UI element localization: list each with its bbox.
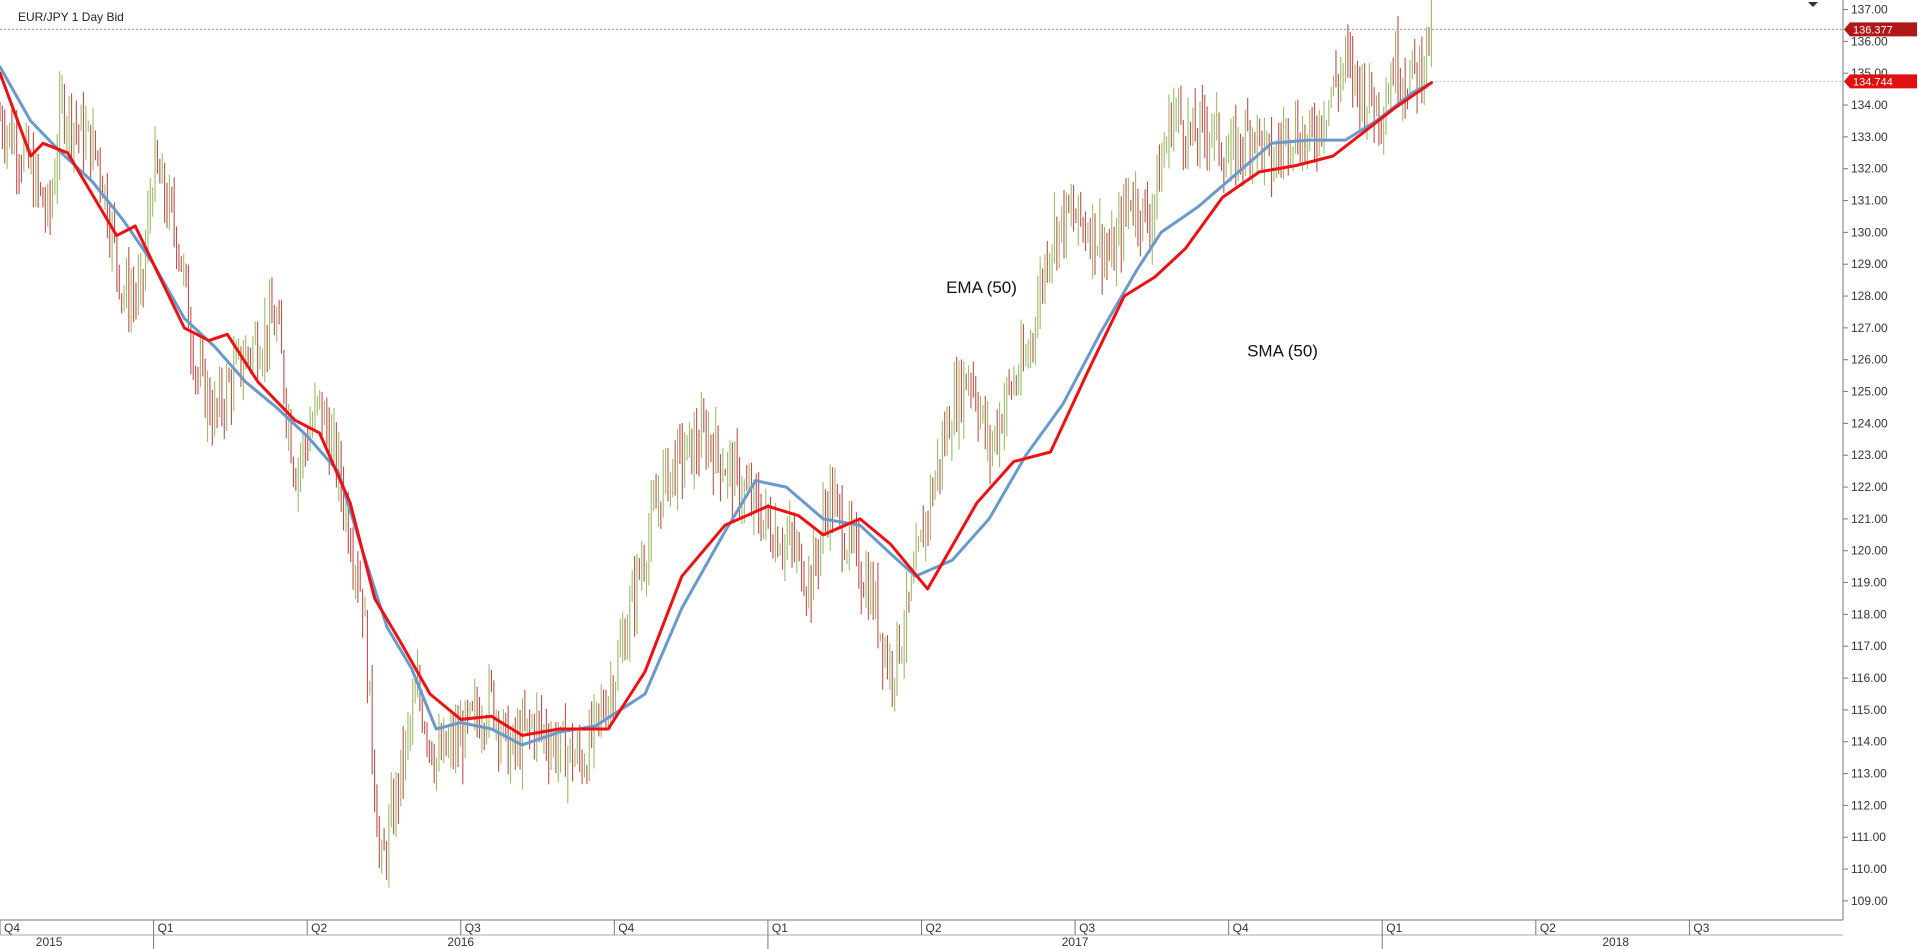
series-annotation: SMA (50) <box>1247 342 1318 361</box>
price-marker-lines <box>0 28 1843 82</box>
y-tick-label: 121.00 <box>1851 512 1888 526</box>
y-tick-label: 111.00 <box>1851 830 1886 844</box>
quarter-label: Q2 <box>926 921 942 935</box>
y-tick-label: 118.00 <box>1851 607 1887 621</box>
sma-50-line <box>0 65 1433 747</box>
quarter-label: Q3 <box>1079 921 1095 935</box>
chart-title: EUR/JPY 1 Day Bid <box>18 10 124 24</box>
price-marker-label: 134.744 <box>1853 76 1893 88</box>
quarter-label: Q3 <box>465 921 481 935</box>
y-tick-label: 119.00 <box>1851 576 1887 590</box>
quarter-label: Q1 <box>1386 921 1402 935</box>
y-axis: 137.00136.00135.00134.00133.00132.00131.… <box>1842 0 1888 920</box>
y-tick-label: 114.00 <box>1851 735 1887 749</box>
series-annotation: EMA (50) <box>946 278 1017 297</box>
annotations: EMA (50) SMA (50) <box>946 278 1318 361</box>
y-tick-label: 130.00 <box>1851 225 1888 239</box>
y-tick-label: 127.00 <box>1851 321 1888 335</box>
y-tick-label: 128.00 <box>1851 289 1888 303</box>
price-markers: 136.377 134.744 <box>1844 22 1917 89</box>
y-tick-label: 133.00 <box>1851 130 1888 144</box>
y-tick-label: 112.00 <box>1851 798 1887 812</box>
year-label: 2015 <box>36 935 63 949</box>
chevron-down-icon[interactable] <box>1808 2 1818 7</box>
quarter-label: Q2 <box>1540 921 1556 935</box>
quarter-label: Q1 <box>158 921 174 935</box>
quarter-label: Q4 <box>1233 921 1249 935</box>
ema-layer <box>0 71 1433 737</box>
y-tick-label: 137.00 <box>1851 3 1888 17</box>
y-tick-label: 110.00 <box>1851 862 1887 876</box>
ema-50-line <box>0 71 1433 737</box>
sma-layer <box>0 65 1433 747</box>
y-tick-label: 109.00 <box>1851 894 1888 908</box>
y-tick-label: 113.00 <box>1851 767 1887 781</box>
y-tick-label: 124.00 <box>1851 416 1888 430</box>
y-tick-label: 136.00 <box>1851 34 1888 48</box>
y-tick-label: 122.00 <box>1851 480 1888 494</box>
year-label: 2018 <box>1602 935 1629 949</box>
y-tick-label: 115.00 <box>1851 703 1887 717</box>
y-tick-label: 125.00 <box>1851 385 1888 399</box>
quarter-label: Q1 <box>772 921 788 935</box>
y-tick-label: 134.00 <box>1851 98 1888 112</box>
price-marker <box>1844 74 1917 89</box>
price-marker-label: 136.377 <box>1853 24 1893 36</box>
year-label: 2016 <box>447 935 474 949</box>
y-tick-label: 120.00 <box>1851 544 1888 558</box>
y-tick-label: 132.00 <box>1851 162 1888 176</box>
price-bars <box>0 0 1432 888</box>
year-label: 2017 <box>1062 935 1089 949</box>
quarter-label: Q4 <box>4 921 20 935</box>
quarter-label: Q4 <box>618 921 634 935</box>
quarter-label: Q3 <box>1693 921 1709 935</box>
y-tick-label: 129.00 <box>1851 257 1888 271</box>
y-tick-label: 123.00 <box>1851 448 1888 462</box>
quarter-label: Q2 <box>311 921 327 935</box>
y-tick-label: 116.00 <box>1851 671 1887 685</box>
x-axis: Q4 Q1 Q2 Q3 Q4 Q1 Q2 Q3 Q4 Q1 Q2 Q3 2015 2016 2017 2018 <box>0 919 1843 949</box>
y-tick-label: 117.00 <box>1851 639 1887 653</box>
y-tick-label: 131.00 <box>1851 194 1888 208</box>
y-tick-label: 126.00 <box>1851 353 1888 367</box>
price-marker <box>1844 22 1917 37</box>
